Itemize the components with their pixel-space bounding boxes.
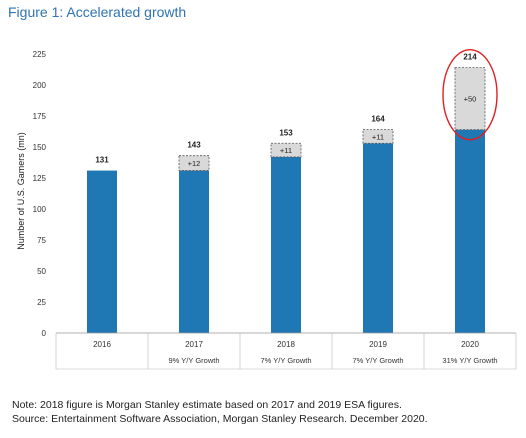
data-labels: 131 +12 143 +11 153 +11 164 +50 214 xyxy=(95,53,477,168)
bar-increment xyxy=(454,67,486,131)
growth-label: 7% Y/Y Growth xyxy=(353,356,404,365)
bar-base xyxy=(87,170,117,333)
increment-label: +11 xyxy=(372,132,384,141)
growth-label: 31% Y/Y Growth xyxy=(442,356,497,365)
highlight-ellipse xyxy=(442,48,498,141)
total-label: 143 xyxy=(187,141,201,150)
growth-label: 9% Y/Y Growth xyxy=(169,356,220,365)
source-line: Source: Entertainment Software Associati… xyxy=(12,413,428,425)
figure-title: Figure 1: Accelerated growth xyxy=(8,4,187,20)
note-line: Note: 2018 figure is Morgan Stanley esti… xyxy=(12,399,402,411)
bar-chart: Number of U.S. Gamers (mn) 0 25 50 75 100 125… xyxy=(16,48,517,370)
total-label: 214 xyxy=(463,53,477,62)
x-tick-label: 2016 xyxy=(93,340,111,349)
bar-increment xyxy=(178,155,210,171)
y-tick-label: 125 xyxy=(33,174,47,183)
y-tick-label: 75 xyxy=(37,236,46,245)
x-axis: 2016 2017 9% Y/Y Growth 2018 7% Y/Y Growth 20… xyxy=(55,332,517,370)
x-tick-label: 2019 xyxy=(369,340,387,349)
total-label: 131 xyxy=(95,156,109,165)
y-tick-label: 150 xyxy=(33,143,47,152)
growth-label: 7% Y/Y Growth xyxy=(261,356,312,365)
bar-base xyxy=(179,170,209,333)
increment-label: +50 xyxy=(464,95,477,104)
bar-base xyxy=(363,143,393,333)
increment-label: +12 xyxy=(188,159,201,168)
chart-notes: Note: 2018 figure is Morgan Stanley esti… xyxy=(12,398,428,426)
y-tick-label: 50 xyxy=(37,267,46,276)
x-tick-label: 2017 xyxy=(185,340,203,349)
y-tick-label: 0 xyxy=(42,329,47,338)
bar-increment xyxy=(270,142,302,158)
total-label: 153 xyxy=(279,128,293,137)
x-tick-label: 2020 xyxy=(461,340,479,349)
y-tick-label: 175 xyxy=(33,112,47,121)
highlight xyxy=(442,48,498,141)
bar-increment xyxy=(362,129,394,144)
y-tick-label: 225 xyxy=(33,50,47,59)
x-tick-label: 2018 xyxy=(277,340,295,349)
bar-base xyxy=(271,156,301,333)
increment-label: +11 xyxy=(280,146,292,155)
bar-base xyxy=(455,129,485,333)
y-tick-label: 200 xyxy=(33,81,47,90)
y-axis-ticks: 0 25 50 75 100 125 150 175 200 225 xyxy=(33,50,47,338)
total-label: 164 xyxy=(371,115,385,124)
y-tick-label: 25 xyxy=(37,298,46,307)
bars xyxy=(87,67,486,333)
y-axis-label: Number of U.S. Gamers (mn) xyxy=(16,132,26,250)
y-tick-label: 100 xyxy=(33,205,47,214)
